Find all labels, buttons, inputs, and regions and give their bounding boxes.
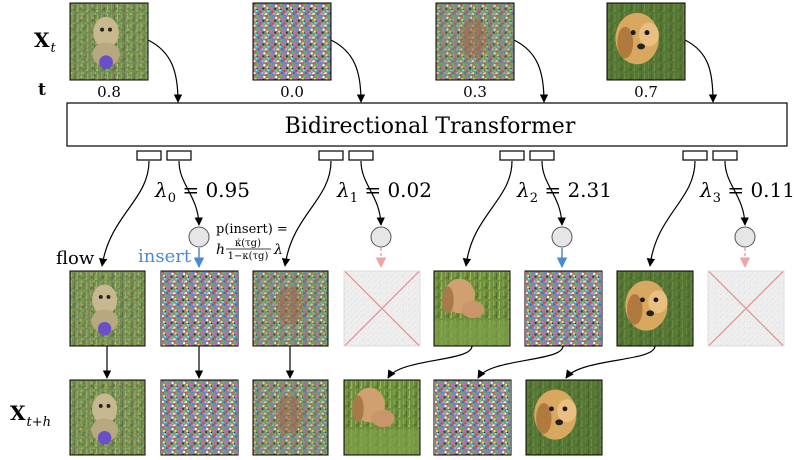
insert-token-arrow-1 — [360, 160, 385, 226]
flow-output-image-2 — [433, 270, 511, 347]
insert-probability-formula: p(insert) = h κ̇(τg) 1−κ(τg) λ — [216, 222, 288, 262]
flow-arrow-2 — [462, 160, 513, 267]
output-tokens — [136, 150, 738, 161]
next-image-3 — [343, 379, 421, 456]
flow-output-image-3 — [616, 270, 694, 347]
insert-sample-circle-2 — [551, 226, 573, 248]
svg-text:h: h — [216, 242, 225, 258]
output-arrow-5 — [565, 345, 656, 379]
output-token-2a — [499, 150, 525, 161]
next-image-0 — [69, 379, 146, 456]
insert-sample-circle-0 — [188, 226, 210, 248]
time-label-3: 0.7 — [634, 83, 658, 101]
rejected-insert-image-1 — [343, 270, 421, 347]
row-label-t: t — [38, 80, 46, 100]
next-image-4 — [433, 379, 512, 456]
output-token-3a — [682, 150, 708, 161]
input-arrow-3 — [684, 39, 718, 103]
output-token-3b — [712, 150, 738, 161]
flow-arrow-3 — [646, 160, 696, 267]
next-image-2 — [252, 379, 329, 456]
lambda-label-1: λ1 = 0.02 — [336, 178, 432, 206]
row-label-xth: Xt+h — [10, 401, 51, 430]
transformer-label: Bidirectional Transformer — [285, 114, 576, 139]
input-arrow-2 — [513, 39, 549, 103]
next-image-1 — [160, 379, 239, 456]
flow-output-image-0 — [69, 270, 146, 347]
transformer-box — [66, 102, 788, 147]
insert-label: insert — [138, 246, 192, 267]
insert-output-image-0 — [160, 270, 239, 347]
insert-token-arrow-0 — [178, 160, 203, 226]
row-label-xt: Xt — [34, 28, 57, 56]
next-image-5 — [525, 379, 603, 456]
output-token-0b — [166, 150, 192, 161]
rejected-insert-image-3 — [707, 270, 785, 347]
output-arrow-4 — [477, 345, 564, 379]
output-token-0a — [136, 150, 162, 161]
time-label-2: 0.3 — [463, 83, 487, 101]
insert-token-arrow-2 — [541, 160, 566, 226]
input-arrow-1 — [330, 39, 366, 103]
input-arrow-0 — [147, 39, 183, 103]
svg-text:1−κ(τg): 1−κ(τg) — [228, 251, 269, 262]
lambda-label-0: λ0 = 0.95 — [154, 178, 250, 206]
lambda-label-2: λ2 = 2.31 — [516, 178, 612, 206]
lambda-label-3: λ3 = 0.11 — [699, 178, 794, 206]
input-image-2 — [435, 2, 515, 81]
insert-sample-circle-3 — [734, 226, 756, 248]
flow-arrow-1 — [281, 160, 332, 267]
svg-text:p(insert) =: p(insert) = — [216, 222, 288, 237]
flow-label: flow — [56, 248, 95, 269]
insert-sample-circle-1 — [370, 226, 392, 248]
time-label-0: 0.8 — [97, 83, 121, 101]
flow-output-image-1 — [252, 270, 329, 347]
insert-sample-circles — [188, 226, 756, 248]
time-label-1: 0.0 — [280, 83, 304, 101]
flow-arrow-0 — [99, 160, 150, 267]
insert-output-image-2 — [524, 270, 603, 347]
output-arrow-3 — [387, 345, 473, 379]
input-image-0 — [69, 2, 149, 81]
svg-text:λ: λ — [273, 242, 283, 258]
input-image-3 — [606, 2, 686, 81]
input-image-1 — [252, 2, 332, 81]
insert-token-arrow-3 — [724, 160, 749, 226]
output-token-1b — [348, 150, 374, 161]
output-token-2b — [529, 150, 555, 161]
output-token-1a — [318, 150, 344, 161]
svg-text:κ̇(τg): κ̇(τg) — [235, 238, 261, 249]
